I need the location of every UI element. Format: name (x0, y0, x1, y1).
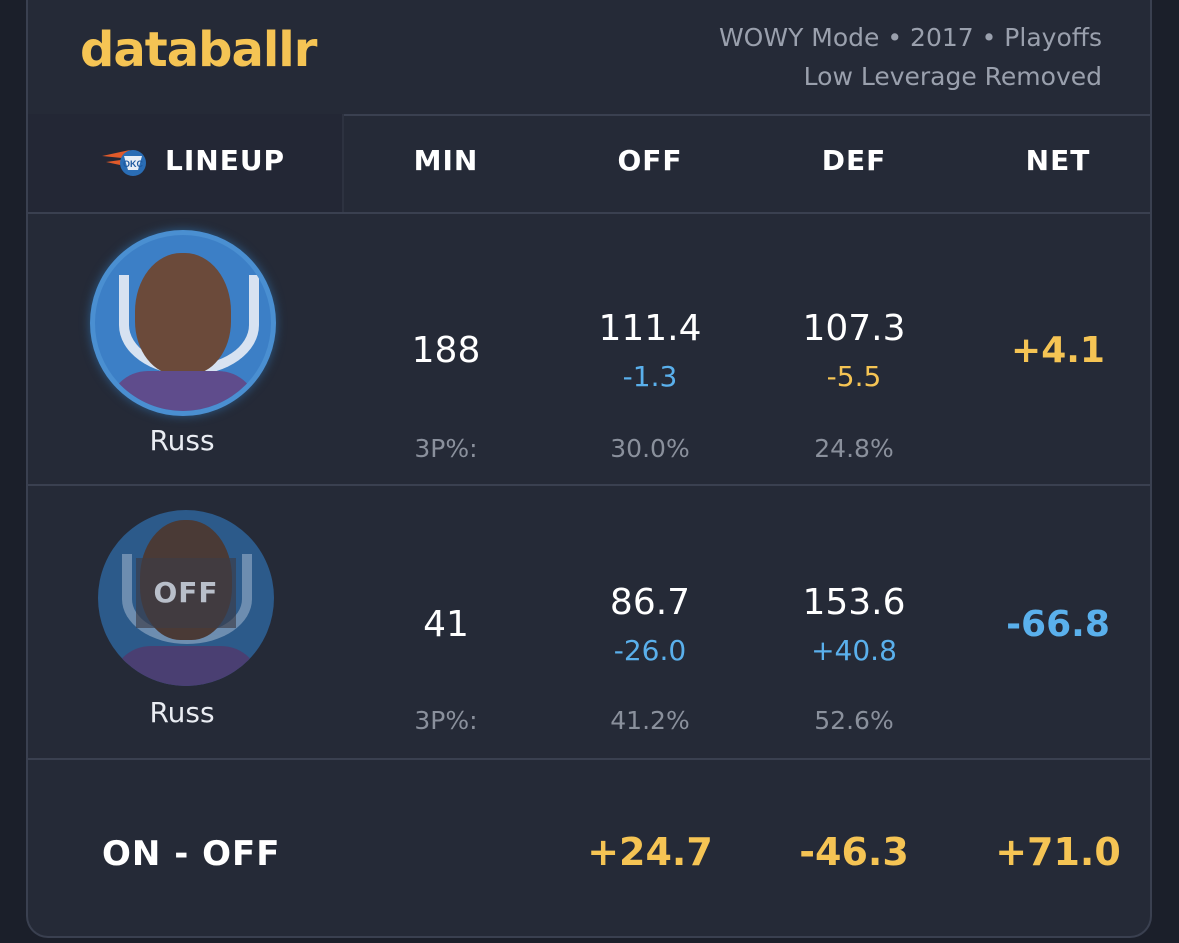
net-column-header: NET (1025, 144, 1091, 177)
minutes-value: 41 (423, 604, 469, 645)
player-avatar-on (90, 230, 276, 416)
off-three-pt-pct: 30.0% (610, 434, 690, 463)
off-rating-diff: -26.0 (613, 634, 687, 667)
def-three-pt-pct: 52.6% (814, 706, 894, 735)
on-off-off-diff: +24.7 (587, 830, 713, 874)
off-column-header: OFF (617, 144, 683, 177)
card-header: databallr WOWY Mode • 2017 • Playoffs Lo… (28, 0, 1150, 116)
off-court-badge: OFF (136, 558, 236, 628)
def-rating-value: 107.3 (802, 308, 906, 349)
brand-logo: databallr (80, 22, 317, 78)
def-rating-value: 153.6 (802, 582, 906, 623)
lineup-row-off: OFF Russ 41 86.7 -26.0 153.6 +40.8 -66.8… (28, 486, 1150, 760)
on-off-summary-row: ON - OFF +24.7 -46.3 +71.0 (28, 760, 1150, 936)
net-rating-value: -66.8 (1006, 604, 1110, 645)
player-avatar-off: OFF (98, 510, 274, 686)
off-rating-diff: -1.3 (622, 360, 678, 393)
meta-leverage: Low Leverage Removed (803, 62, 1102, 91)
okc-thunder-logo-icon: OKC (102, 150, 146, 176)
minutes-value: 188 (411, 330, 481, 371)
net-rating-value: +4.1 (1011, 330, 1105, 371)
on-off-net-diff: +71.0 (995, 830, 1121, 874)
three-pt-label: 3P%: (414, 434, 478, 463)
svg-text:OKC: OKC (123, 159, 144, 169)
def-three-pt-pct: 24.8% (814, 434, 894, 463)
def-column-header: DEF (821, 144, 887, 177)
lineup-row-on: Russ 188 111.4 -1.3 107.3 -5.5 +4.1 3P%:… (28, 212, 1150, 486)
off-rating-value: 86.7 (609, 582, 691, 623)
off-three-pt-pct: 41.2% (610, 706, 690, 735)
three-pt-label: 3P%: (414, 706, 478, 735)
filter-summary: WOWY Mode • 2017 • Playoffs Low Leverage… (719, 18, 1102, 96)
wowy-card: databallr WOWY Mode • 2017 • Playoffs Lo… (26, 0, 1152, 938)
player-face (135, 253, 231, 375)
column-header-row: OKC LINEUP MIN OFF DEF NET (28, 114, 1150, 214)
off-rating-value: 111.4 (598, 308, 702, 349)
min-column-header: MIN (413, 144, 479, 177)
def-rating-diff: +40.8 (811, 634, 897, 667)
def-rating-diff: -5.5 (826, 360, 882, 393)
player-jersey (111, 646, 261, 686)
player-name: Russ (149, 424, 215, 457)
player-name: Russ (149, 696, 215, 729)
on-off-label: ON - OFF (102, 834, 281, 874)
player-jersey (108, 371, 258, 411)
on-off-def-diff: -46.3 (799, 830, 909, 874)
lineup-column-label: LINEUP (165, 144, 286, 177)
meta-mode-season: WOWY Mode • 2017 • Playoffs (718, 23, 1102, 52)
lineup-header-cell: OKC LINEUP (28, 114, 344, 212)
